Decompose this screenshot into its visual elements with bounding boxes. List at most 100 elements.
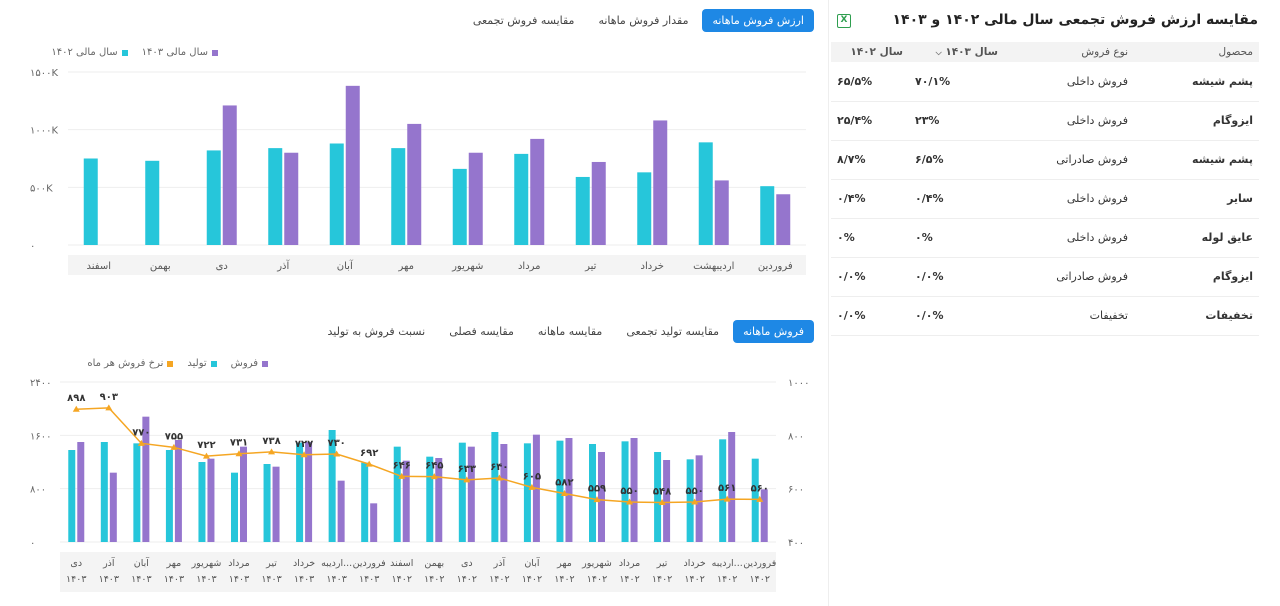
top-legend-item-1[interactable]: سال مالی ۱۴۰۲: [51, 47, 128, 58]
bottom-bar-production[interactable]: [426, 456, 434, 542]
bottom-rate-point[interactable]: [560, 489, 568, 496]
bottom-rate-point[interactable]: [202, 452, 210, 459]
bottom-bar-sales[interactable]: [663, 460, 671, 542]
bottom-bar-sales[interactable]: [402, 460, 410, 542]
bottom-bar-sales[interactable]: [240, 446, 247, 542]
bottom-bar-sales[interactable]: [207, 458, 215, 542]
bottom-tab-1[interactable]: مقایسه تولید تجمعی: [626, 325, 720, 338]
bottom-bar-sales[interactable]: [500, 444, 508, 542]
bottom-rate-point[interactable]: [691, 498, 699, 505]
top-bar-1402[interactable]: [206, 150, 221, 245]
top-bar-1402[interactable]: [637, 172, 652, 245]
bottom-rate-point[interactable]: [235, 450, 243, 457]
bottom-bar-sales[interactable]: [598, 452, 605, 542]
bottom-bar-production[interactable]: [165, 450, 173, 542]
top-bar-1402[interactable]: [760, 186, 775, 245]
bottom-tab-3[interactable]: مقایسه فصلی: [449, 325, 514, 338]
bottom-rate-point[interactable]: [495, 474, 503, 481]
bottom-bar-production[interactable]: [361, 462, 369, 542]
bottom-bar-production[interactable]: [686, 459, 694, 542]
top-bar-1403[interactable]: [284, 152, 299, 245]
top-bar-1403[interactable]: [714, 180, 729, 245]
bottom-bar-production[interactable]: [393, 446, 401, 542]
bottom-bar-sales[interactable]: [370, 503, 378, 542]
top-bar-1403[interactable]: [407, 123, 422, 245]
bottom-rate-point[interactable]: [72, 405, 80, 412]
top-bar-1403[interactable]: [653, 120, 668, 245]
bottom-bar-sales[interactable]: [305, 442, 313, 542]
sort-down-icon[interactable]: ⌵: [935, 48, 942, 57]
bottom-bar-sales[interactable]: [337, 480, 345, 542]
bottom-rate-point[interactable]: [268, 448, 276, 455]
bottom-bar-sales[interactable]: [565, 438, 573, 542]
top-bar-1403[interactable]: [530, 138, 545, 245]
bottom-bar-production[interactable]: [523, 443, 531, 542]
top-tab-1[interactable]: مقدار فروش ماهانه: [598, 14, 689, 27]
bottom-rate-point[interactable]: [333, 450, 341, 457]
top-bar-1403[interactable]: [591, 161, 606, 245]
bottom-bar-sales[interactable]: [77, 442, 85, 542]
top-bar-1403[interactable]: [222, 105, 237, 245]
bottom-legend-item-2[interactable]: نرخ فروش هر ماه: [87, 358, 174, 369]
bottom-rate-point[interactable]: [300, 451, 308, 458]
bottom-legend-item-0[interactable]: فروش: [231, 358, 268, 369]
bottom-bar-production[interactable]: [654, 452, 662, 542]
bottom-bar-production[interactable]: [231, 472, 238, 542]
bottom-bar-production[interactable]: [100, 442, 108, 542]
bottom-bar-sales[interactable]: [630, 438, 638, 542]
bottom-bar-production[interactable]: [133, 443, 141, 542]
bottom-rate-point[interactable]: [365, 460, 373, 467]
bottom-tab-4[interactable]: نسبت فروش به تولید: [327, 325, 426, 338]
top-bar-1402[interactable]: [514, 153, 529, 245]
bottom-rate-point[interactable]: [528, 483, 536, 490]
bottom-bar-sales[interactable]: [760, 489, 768, 542]
bottom-rate-point[interactable]: [593, 496, 601, 503]
bottom-bar-production[interactable]: [328, 430, 336, 542]
bottom-bar-sales[interactable]: [109, 472, 117, 542]
top-bar-1402[interactable]: [698, 142, 713, 245]
header-product[interactable]: محصول: [1134, 42, 1259, 62]
bottom-bar-production[interactable]: [296, 442, 304, 542]
excel-export-icon[interactable]: X: [837, 14, 851, 28]
header-year-1402[interactable]: سال ۱۴۰۲: [831, 42, 909, 62]
top-bar-1402[interactable]: [83, 158, 98, 246]
top-bar-1402[interactable]: [452, 168, 467, 245]
bottom-rate-point[interactable]: [105, 404, 113, 411]
top-bar-1402[interactable]: [145, 160, 160, 245]
bottom-tab-2[interactable]: مقایسه ماهانه: [537, 325, 603, 338]
bottom-bar-production[interactable]: [68, 450, 76, 542]
bottom-bar-sales[interactable]: [272, 466, 280, 542]
header-sale-type[interactable]: نوع فروش: [1004, 42, 1134, 62]
bottom-bar-sales[interactable]: [467, 446, 475, 542]
header-year-1403[interactable]: سال ۱۴۰۳ ⌵: [909, 42, 1004, 62]
bottom-rate-point[interactable]: [723, 495, 731, 502]
bottom-bar-production[interactable]: [263, 464, 271, 542]
bottom-bar-production[interactable]: [556, 440, 564, 542]
bottom-rate-point[interactable]: [626, 498, 634, 505]
bottom-rate-point[interactable]: [170, 443, 178, 450]
top-bar-1402[interactable]: [575, 176, 590, 245]
bottom-bar-production[interactable]: [589, 444, 596, 542]
top-tab-0[interactable]: ارزش فروش ماهانه: [702, 9, 814, 32]
bottom-rate-point[interactable]: [658, 499, 666, 506]
top-bar-1402[interactable]: [391, 148, 406, 245]
bottom-bar-sales[interactable]: [695, 455, 703, 542]
bottom-bar-production[interactable]: [198, 462, 206, 542]
bottom-bar-production[interactable]: [621, 441, 629, 542]
bottom-bar-sales[interactable]: [142, 416, 150, 542]
bottom-rate-point[interactable]: [756, 495, 764, 502]
bottom-rate-point[interactable]: [463, 476, 471, 483]
top-bar-1403[interactable]: [776, 194, 791, 245]
top-bar-1402[interactable]: [268, 148, 283, 245]
bottom-tab-0[interactable]: فروش ماهانه: [733, 320, 814, 343]
top-bar-1402[interactable]: [329, 143, 344, 245]
bottom-bar-production[interactable]: [491, 432, 499, 542]
bottom-bar-sales[interactable]: [435, 458, 443, 542]
top-bar-1403[interactable]: [468, 152, 483, 245]
bottom-bar-sales[interactable]: [174, 440, 182, 542]
bottom-legend-item-1[interactable]: تولید: [187, 358, 217, 369]
bottom-rate-point[interactable]: [137, 439, 145, 446]
bottom-bar-production[interactable]: [719, 439, 727, 542]
bottom-bar-production[interactable]: [751, 458, 759, 542]
bottom-rate-point[interactable]: [430, 473, 438, 480]
